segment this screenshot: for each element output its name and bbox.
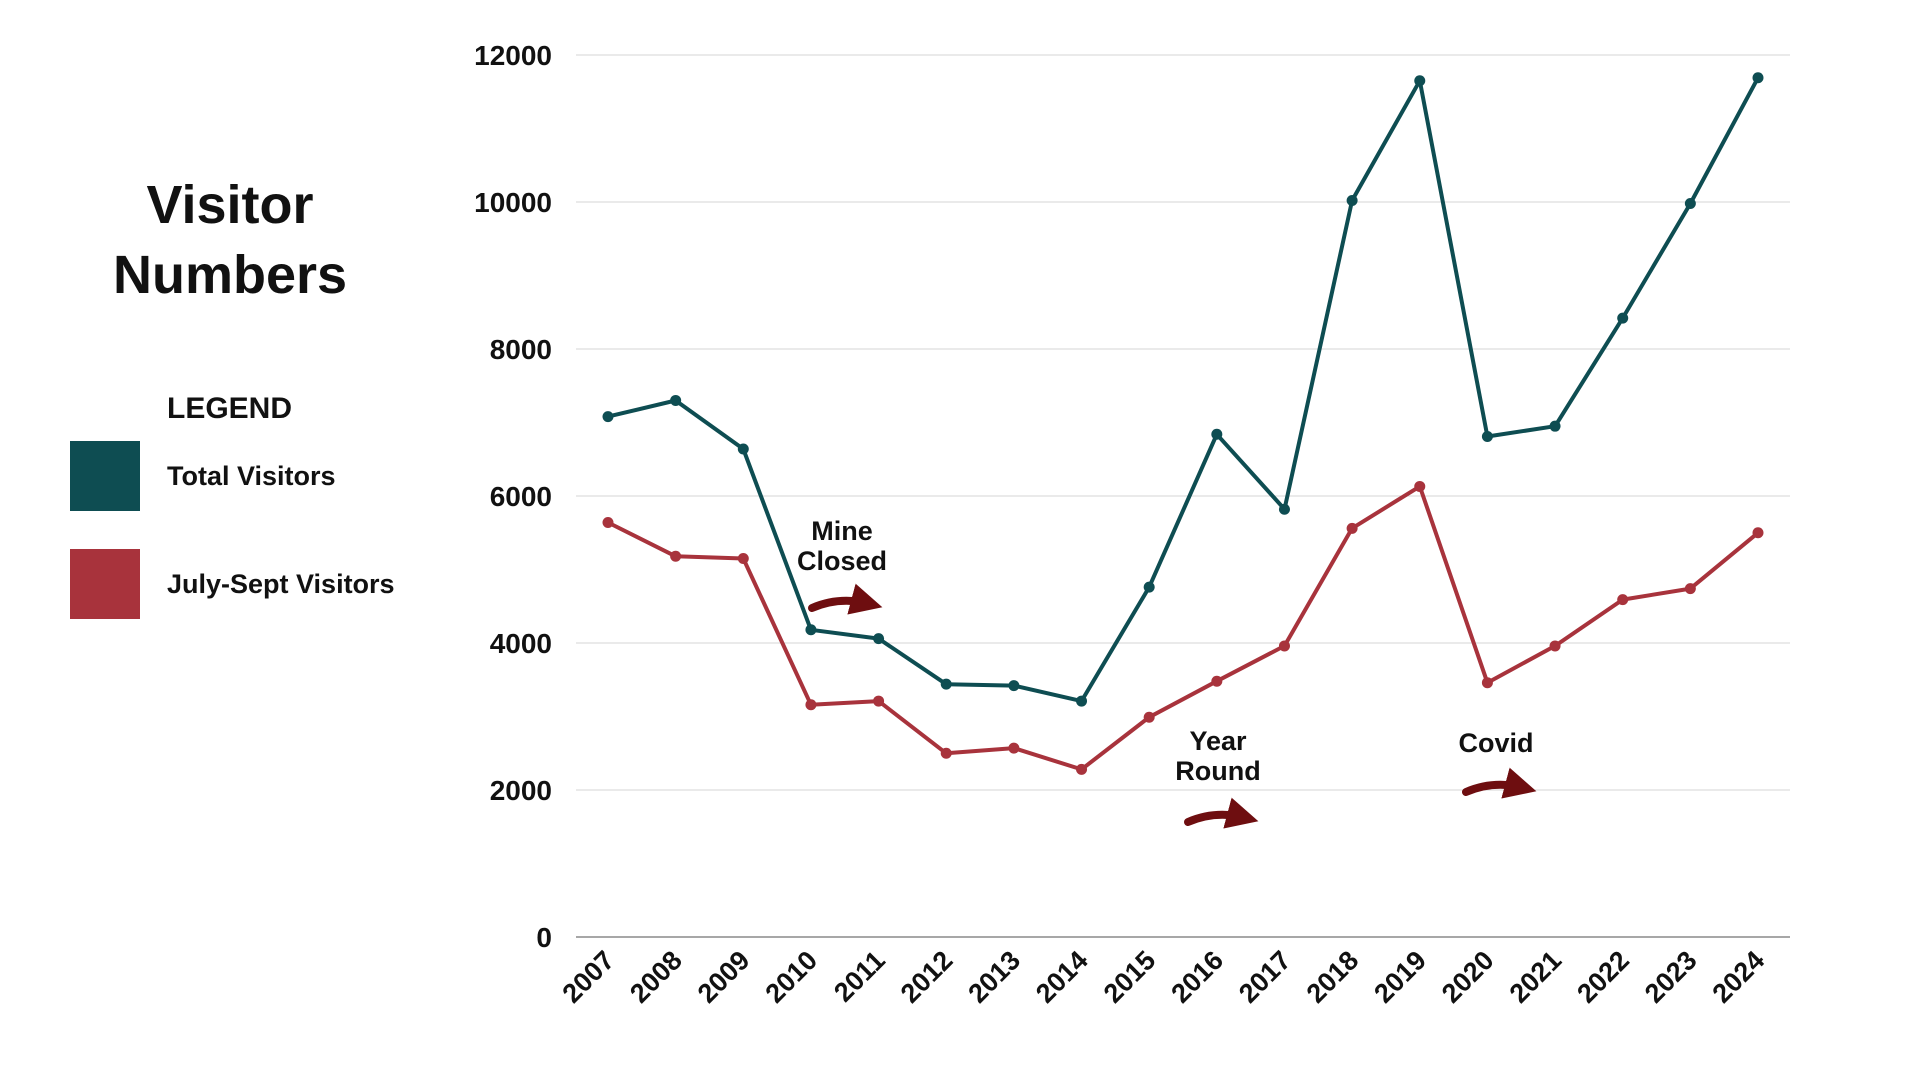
y-tick-label: 4000 <box>490 628 552 659</box>
annotation-label: Covid <box>1458 728 1533 758</box>
x-tick-label: 2008 <box>624 945 688 1009</box>
x-tick-label: 2010 <box>759 945 823 1009</box>
data-point <box>873 633 885 645</box>
legend-label-total-visitors: Total Visitors <box>167 461 336 491</box>
data-point <box>602 516 614 528</box>
legend-swatch-total-visitors <box>70 441 140 511</box>
x-tick-label: 2011 <box>828 945 891 1008</box>
data-point <box>1346 195 1358 207</box>
data-point <box>1008 680 1020 692</box>
legend-swatch-july-sept-visitors <box>70 549 140 619</box>
chart-title: Visitor Numbers <box>60 170 400 310</box>
x-tick-label: 2007 <box>557 945 621 1009</box>
data-point <box>1278 640 1290 652</box>
annotation-label: Mine <box>811 516 873 546</box>
data-point <box>1752 72 1764 84</box>
series-line-1 <box>607 484 1760 772</box>
annotation-arrow-icon <box>1462 767 1537 799</box>
data-point <box>1346 522 1358 534</box>
data-point <box>1617 312 1629 324</box>
x-tick-label: 2009 <box>692 945 756 1009</box>
data-point <box>1617 594 1629 606</box>
y-axis-ticks: 0 2000 4000 6000 8000 10000 12000 <box>474 40 552 953</box>
y-tick-label: 10000 <box>474 187 552 218</box>
data-point <box>602 411 614 423</box>
data-point <box>940 747 952 759</box>
data-point <box>805 624 817 636</box>
x-tick-label: 2015 <box>1098 945 1162 1009</box>
annotation-arrow-icon <box>808 583 883 615</box>
y-tick-label: 12000 <box>474 40 552 71</box>
annotation-label: Year <box>1189 726 1247 756</box>
data-point <box>1278 503 1290 515</box>
legend-item-july-sept-visitors: July-Sept Visitors <box>70 549 430 619</box>
data-point <box>670 394 682 406</box>
x-tick-label: 2023 <box>1639 945 1703 1009</box>
data-point <box>1549 420 1561 432</box>
data-point <box>737 552 749 564</box>
data-point <box>1481 430 1493 442</box>
grid-lines <box>576 54 1790 938</box>
y-tick-label: 6000 <box>490 481 552 512</box>
legend-label-july-sept-visitors: July-Sept Visitors <box>167 569 395 599</box>
data-point <box>1008 742 1020 754</box>
data-point <box>1414 480 1426 492</box>
data-point <box>1684 197 1696 209</box>
legend-item-total-visitors: Total Visitors <box>70 441 430 511</box>
x-tick-label: 2021 <box>1504 945 1568 1009</box>
x-tick-label: 2022 <box>1571 945 1635 1009</box>
data-point <box>1076 763 1088 775</box>
series-line-0 <box>607 76 1760 704</box>
x-tick-label: 2013 <box>962 945 1026 1009</box>
data-point <box>1143 711 1155 723</box>
data-point <box>873 695 885 707</box>
x-tick-label: 2017 <box>1233 945 1297 1009</box>
data-point <box>1211 675 1223 687</box>
y-tick-label: 0 <box>536 922 552 953</box>
data-point <box>1143 581 1155 593</box>
data-point <box>1211 428 1223 440</box>
data-point <box>1481 677 1493 689</box>
data-point <box>1752 527 1764 539</box>
series-lines <box>602 72 1764 775</box>
data-point <box>670 550 682 562</box>
x-tick-label: 2019 <box>1368 945 1432 1009</box>
annotation-label: Closed <box>797 546 887 576</box>
chart-title-line-1: Visitor <box>146 175 314 235</box>
x-tick-label: 2018 <box>1301 945 1365 1009</box>
annotation-arrow-icon <box>1184 797 1259 829</box>
x-tick-label: 2024 <box>1707 945 1771 1009</box>
legend-panel: Visitor Numbers LEGEND Total Visitors Ju… <box>0 0 440 1080</box>
legend-heading: LEGEND <box>167 392 293 425</box>
x-tick-label: 2016 <box>1165 945 1229 1009</box>
data-point <box>1549 640 1561 652</box>
data-point <box>1414 75 1426 87</box>
chart-title-line-2: Numbers <box>112 245 348 305</box>
data-point <box>737 443 749 455</box>
x-tick-label: 2014 <box>1030 945 1094 1009</box>
data-point <box>1076 695 1088 707</box>
y-tick-label: 8000 <box>490 334 552 365</box>
data-point <box>940 678 952 690</box>
data-point <box>1684 583 1696 595</box>
x-tick-label: 2020 <box>1436 945 1500 1009</box>
annotation-label: Round <box>1175 756 1260 786</box>
y-tick-label: 2000 <box>490 775 552 806</box>
data-point <box>805 699 817 711</box>
x-tick-label: 2012 <box>895 945 959 1009</box>
x-axis-ticks: 2007 2008 2009 2010 2011 2012 2013 2014 2015 2016… <box>557 945 1771 1009</box>
